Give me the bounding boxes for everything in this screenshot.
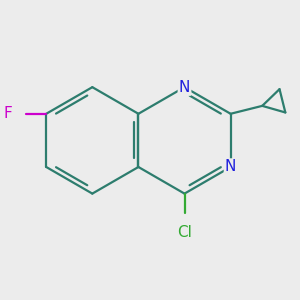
Text: Cl: Cl: [177, 225, 192, 240]
Text: F: F: [3, 106, 12, 121]
Text: N: N: [179, 80, 190, 95]
Text: N: N: [225, 160, 236, 175]
